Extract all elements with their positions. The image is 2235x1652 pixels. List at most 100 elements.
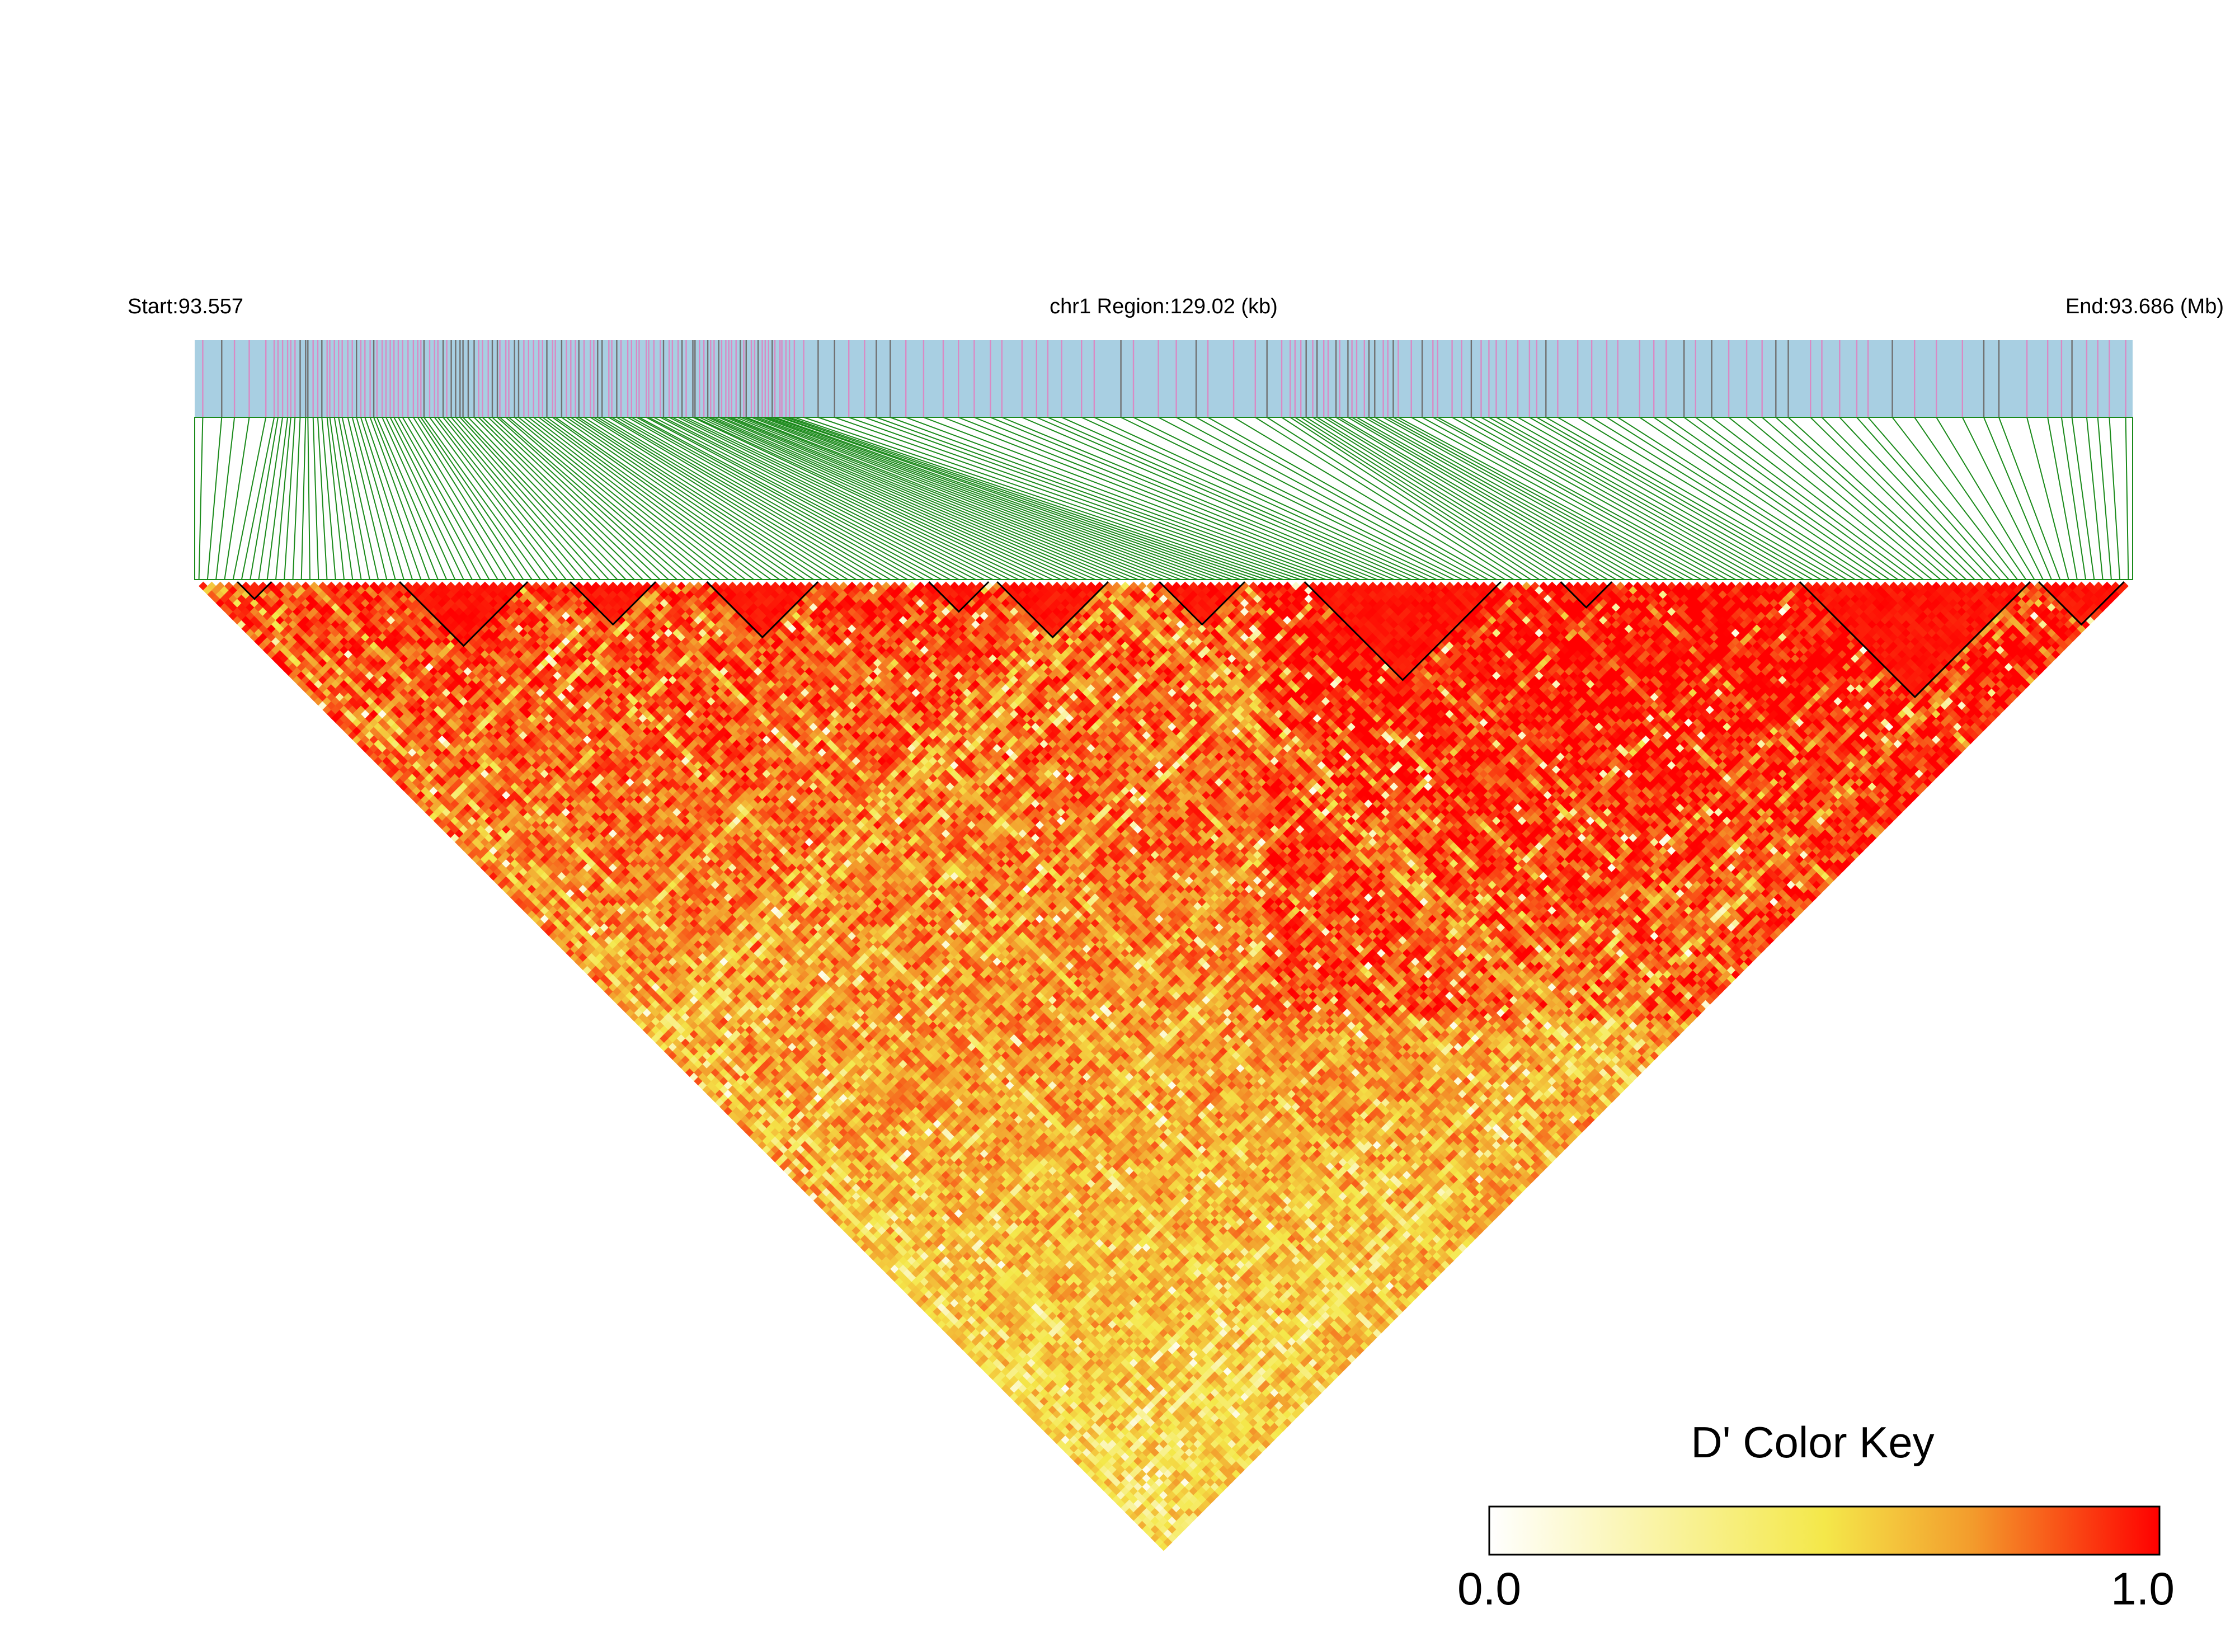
snp-connector [1306, 417, 1565, 580]
snp-connector [224, 417, 250, 580]
snp-connector [505, 417, 695, 580]
snp-connector [794, 417, 1275, 580]
snp-connector [321, 417, 336, 580]
snp-connector [751, 417, 1173, 580]
snp-connector [1711, 417, 1924, 580]
snp-connector [2060, 417, 2087, 580]
snp-connector [1316, 417, 1583, 580]
ld-heatmap-cells [199, 581, 2129, 1551]
snp-connector [1653, 417, 1890, 580]
snp-connector [575, 417, 823, 580]
snp-connector [528, 417, 737, 580]
snp-connector [1387, 417, 1685, 580]
snp-connector [555, 417, 789, 580]
snp-connector [653, 417, 968, 580]
snp-connector [1506, 417, 1796, 580]
snp-connector [864, 417, 1318, 580]
snp-connector [974, 417, 1377, 580]
snp-connector [1255, 417, 1514, 580]
snp-connector [1775, 417, 1958, 580]
snp-connector [542, 417, 763, 580]
snp-connector [1411, 417, 1711, 580]
snp-connector [364, 417, 422, 580]
snp-connector [1432, 417, 1728, 580]
snp-connector [1665, 417, 1898, 580]
snp-connector [1471, 417, 1762, 580]
snp-connector [385, 417, 464, 580]
snp-connector [326, 417, 345, 580]
snp-connector [1356, 417, 1643, 580]
snp-connector [686, 417, 1028, 580]
snp-connector [468, 417, 627, 580]
snp-connector [694, 417, 1044, 580]
snp-connector [266, 417, 289, 580]
snp-connector [1281, 417, 1531, 580]
snp-connector [663, 417, 985, 580]
snp-connector [1496, 417, 1787, 580]
snp-connector [774, 417, 1232, 580]
snp-connector [1133, 417, 1463, 580]
snp-position-ticks [202, 340, 2126, 417]
snp-connector [714, 417, 1088, 580]
snp-connector [669, 417, 994, 580]
snp-connector [198, 417, 204, 580]
snp-connector [703, 417, 1062, 580]
snp-connector [1295, 417, 1549, 580]
snp-connector [389, 417, 473, 580]
snp-connector [258, 417, 284, 580]
snp-connector [478, 417, 643, 580]
snp-connector [611, 417, 891, 580]
snp-connector [1856, 417, 2001, 580]
snp-connector [757, 417, 1190, 580]
snp-connector [338, 417, 370, 580]
snp-connector [818, 417, 1292, 580]
snp-connector [413, 417, 516, 580]
snp-connector [990, 417, 1386, 580]
snp-connector [2097, 417, 2112, 580]
snp-connector [420, 417, 533, 580]
snp-connector [1312, 417, 1574, 580]
snp-connector [779, 417, 1241, 580]
snp-connector [740, 417, 1147, 580]
snp-connector [1891, 417, 2018, 580]
snp-connector [803, 417, 1283, 580]
snp-connector [699, 417, 1053, 580]
snp-connector [768, 417, 1215, 580]
snp-connector [398, 417, 490, 580]
snp-connector [351, 417, 396, 580]
snp-connector [677, 417, 1010, 580]
snp-connector [1606, 417, 1864, 580]
snp-connector [1339, 417, 1617, 580]
snp-connector [382, 417, 456, 580]
snp-connector [1335, 417, 1608, 580]
snp-connector [488, 417, 661, 580]
snp-connector [943, 417, 1361, 580]
snp-connector [329, 417, 354, 580]
snp-connector [876, 417, 1326, 580]
snp-connector [1983, 417, 2052, 580]
snp-connector [693, 417, 1036, 580]
snp-connector [1022, 417, 1403, 580]
snp-connector [1422, 417, 1719, 580]
snp-connector [608, 417, 882, 580]
snp-connector [492, 417, 669, 580]
snp-connector [1290, 417, 1540, 580]
snp-connector [1398, 417, 1702, 580]
snp-connector [1437, 417, 1736, 580]
snp-connector [1081, 417, 1437, 580]
snp-connector [744, 417, 1156, 580]
snp-connector [499, 417, 686, 580]
region-start-label: Start:93.557 [128, 295, 243, 318]
snp-connector [1061, 417, 1429, 580]
snp-connector [1936, 417, 2035, 580]
snp-connector [590, 417, 848, 580]
snp-connector [317, 417, 328, 580]
snp-connector [1839, 417, 1992, 580]
snp-connector [518, 417, 721, 580]
snp-connector [393, 417, 482, 580]
snp-connector [616, 417, 900, 580]
snp-connector [1998, 417, 2061, 580]
snp-connector [284, 417, 296, 580]
snp-connector [1536, 417, 1822, 580]
snp-connector [782, 417, 1249, 580]
